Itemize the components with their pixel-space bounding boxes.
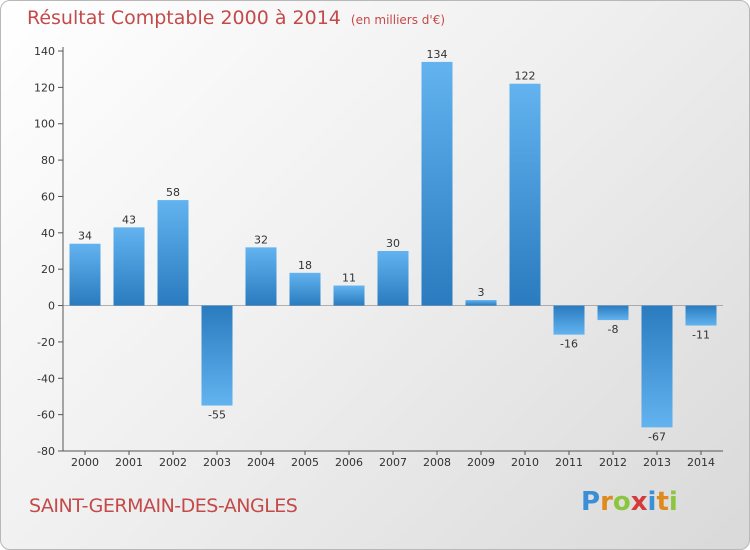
chart-title-block: Résultat Comptable 2000 à 2014 (en millie… xyxy=(27,7,445,29)
x-tick-label: 2014 xyxy=(687,456,715,469)
y-tick-label: 120 xyxy=(34,81,55,94)
y-tick-label: 40 xyxy=(41,227,55,240)
bar xyxy=(553,305,585,335)
bar-value-label: 34 xyxy=(78,230,92,243)
y-tick-label: 60 xyxy=(41,190,55,203)
bar xyxy=(465,300,497,306)
chart-title: Résultat Comptable 2000 à 2014 xyxy=(27,7,341,29)
bar-value-label: 58 xyxy=(166,186,180,199)
bar-value-label: 3 xyxy=(478,286,485,299)
bar-value-label: 43 xyxy=(122,213,136,226)
y-tick-label: 20 xyxy=(41,263,55,276)
bar-value-label: 122 xyxy=(515,70,536,83)
bar xyxy=(597,305,629,321)
y-tick-label: 140 xyxy=(34,45,55,58)
bar-value-label: 30 xyxy=(386,237,400,250)
y-tick-label: -40 xyxy=(37,372,55,385)
logo-letter: i xyxy=(668,487,678,517)
x-tick-label: 2011 xyxy=(555,456,583,469)
y-tick-label: 80 xyxy=(41,154,55,167)
bar-value-label: -67 xyxy=(648,430,666,443)
logo-letter: t xyxy=(656,487,669,517)
proxiti-logo: Proxiti xyxy=(581,487,678,517)
x-tick-label: 2010 xyxy=(511,456,539,469)
x-tick-label: 2003 xyxy=(203,456,231,469)
bar-value-label: -55 xyxy=(208,409,226,422)
x-tick-label: 2008 xyxy=(423,456,451,469)
bar xyxy=(333,285,365,306)
bar xyxy=(421,61,453,306)
logo-letter: o xyxy=(612,487,631,517)
y-tick-label: 0 xyxy=(48,300,55,313)
logo-letter: r xyxy=(600,487,613,517)
bar xyxy=(289,272,321,306)
bar-value-label: -11 xyxy=(692,329,710,342)
logo-letter: i xyxy=(647,487,657,517)
x-tick-label: 2005 xyxy=(291,456,319,469)
x-tick-label: 2012 xyxy=(599,456,627,469)
x-tick-label: 2004 xyxy=(247,456,275,469)
logo-letter: P xyxy=(581,487,601,517)
bar xyxy=(157,200,189,306)
x-tick-label: 2002 xyxy=(159,456,187,469)
y-tick-label: -80 xyxy=(37,445,55,458)
bar xyxy=(509,83,541,306)
x-tick-label: 2007 xyxy=(379,456,407,469)
chart-unit: (en milliers d'€) xyxy=(350,13,446,27)
bar-value-label: 18 xyxy=(298,259,312,272)
y-tick-label: 100 xyxy=(34,118,55,131)
x-tick-label: 2001 xyxy=(115,456,143,469)
town-name: SAINT-GERMAIN-DES-ANGLES xyxy=(29,495,298,517)
bar-value-label: -8 xyxy=(608,323,619,336)
bar xyxy=(69,243,101,306)
y-tick-label: -20 xyxy=(37,336,55,349)
bar xyxy=(201,305,233,406)
bar xyxy=(113,227,145,306)
logo-letter: x xyxy=(630,487,648,517)
bar-value-label: 134 xyxy=(427,48,448,61)
bar-value-label: 11 xyxy=(342,272,356,285)
bar xyxy=(377,251,409,306)
x-tick-label: 2006 xyxy=(335,456,363,469)
bar-value-label: 32 xyxy=(254,233,268,246)
bar xyxy=(685,305,717,326)
y-tick-label: -60 xyxy=(37,409,55,422)
x-tick-label: 2013 xyxy=(643,456,671,469)
bar xyxy=(245,247,277,306)
bar xyxy=(641,305,673,428)
bar-value-label: -16 xyxy=(560,338,578,351)
x-tick-label: 2009 xyxy=(467,456,495,469)
x-tick-label: 2000 xyxy=(71,456,99,469)
